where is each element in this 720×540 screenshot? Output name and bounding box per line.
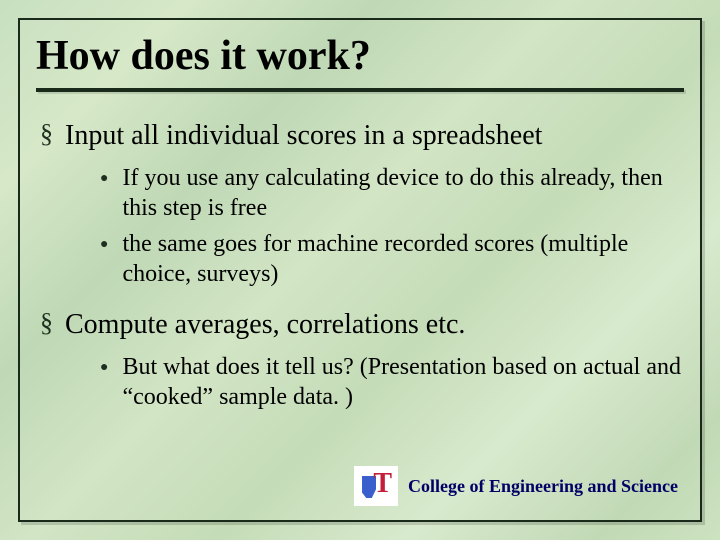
bullet-level2: ● the same goes for machine recorded sco… [100, 229, 684, 289]
university-logo-icon: T [354, 466, 398, 506]
logo-letter: T [373, 470, 392, 498]
dot-bullet-icon: ● [100, 360, 108, 376]
bullet-level1: § Input all individual scores in a sprea… [40, 118, 684, 153]
bullet-text: If you use any calculating device to do … [122, 163, 684, 223]
bullet-level2: ● But what does it tell us? (Presentatio… [100, 352, 684, 412]
slide-footer: T College of Engineering and Science [354, 466, 678, 506]
slide-title: How does it work? [36, 32, 684, 80]
spacer [36, 295, 684, 307]
dot-bullet-icon: ● [100, 237, 108, 253]
title-underline [36, 88, 684, 92]
bullet-text: Compute averages, correlations etc. [65, 307, 465, 342]
bullet-text: the same goes for machine recorded score… [122, 229, 684, 289]
bullet-level2: ● If you use any calculating device to d… [100, 163, 684, 223]
dot-bullet-icon: ● [100, 171, 108, 187]
footer-text: College of Engineering and Science [408, 476, 678, 497]
bullet-text: Input all individual scores in a spreads… [65, 118, 542, 153]
bullet-level1: § Compute averages, correlations etc. [40, 307, 684, 342]
section-bullet-icon: § [40, 307, 53, 338]
bullet-text: But what does it tell us? (Presentation … [122, 352, 684, 412]
section-bullet-icon: § [40, 118, 53, 149]
slide-content: How does it work? § Input all individual… [36, 32, 684, 504]
